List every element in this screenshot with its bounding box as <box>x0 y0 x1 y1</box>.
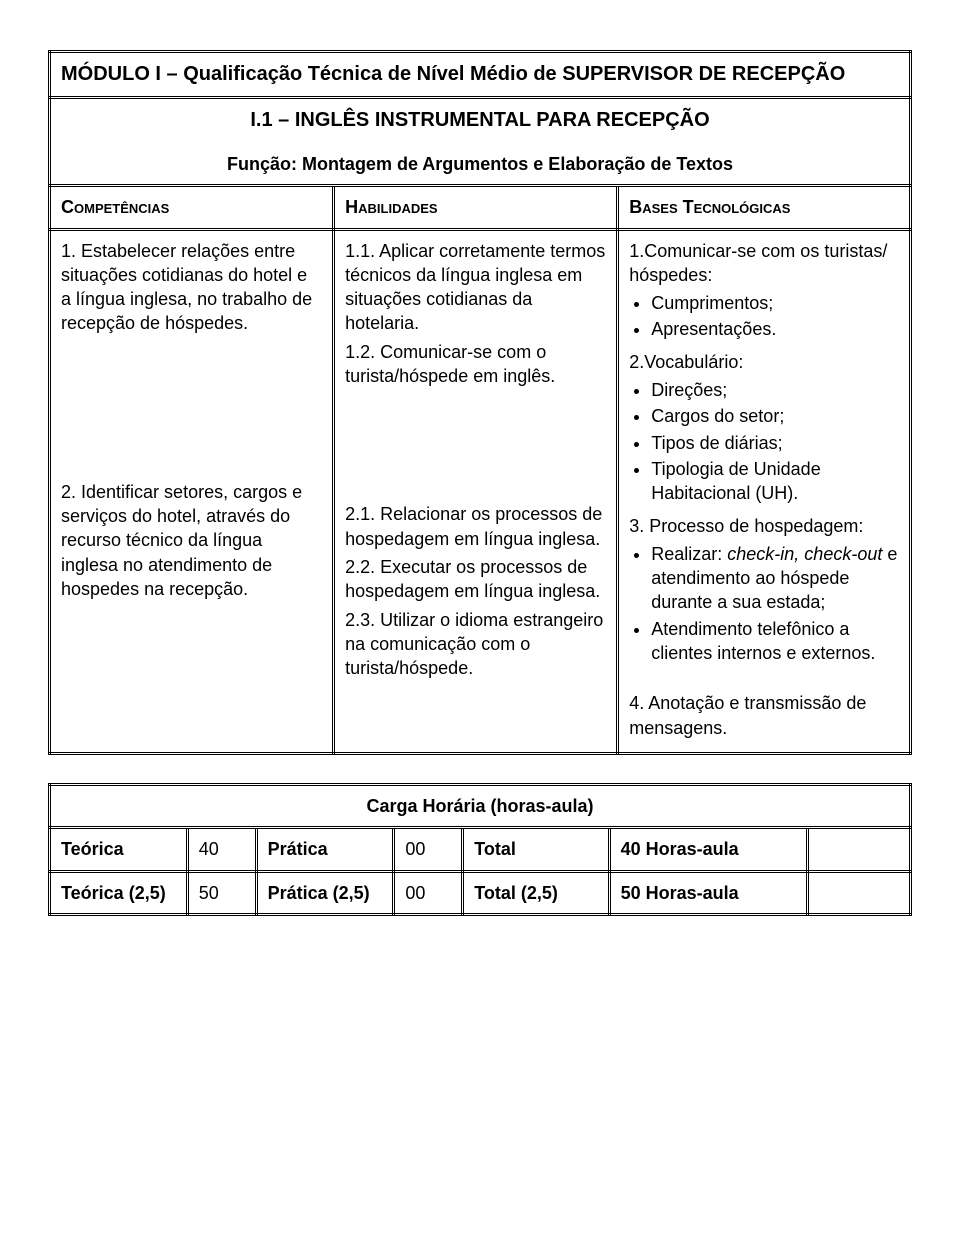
carga-r2-v2: 00 <box>394 871 463 914</box>
habilidades-cell: 1.1. Aplicar corretamente termos técnico… <box>334 229 618 753</box>
base-3-list: Realizar: check-in, check-out e atendime… <box>629 542 899 665</box>
base-3-item-1-pre: Realizar: <box>651 544 727 564</box>
hab-2-3: 2.3. Utilizar o idioma estrangeiro na co… <box>345 608 606 681</box>
module-title-cell: MÓDULO I – Qualificação Técnica de Nível… <box>50 52 911 98</box>
hab-1-2: 1.2. Comunicar-se com o turista/hóspede … <box>345 340 606 389</box>
section-title: I.1 – INGLÊS INSTRUMENTAL PARA RECEPÇÃO <box>61 107 899 134</box>
header-competencias: Competências <box>50 186 334 229</box>
base-3-item-1-italic: check-in, check-out <box>727 544 882 564</box>
module-table: MÓDULO I – Qualificação Técnica de Nível… <box>48 50 912 755</box>
base-3-item-1: Realizar: check-in, check-out e atendime… <box>651 542 899 615</box>
base-2-list: Direções; Cargos do setor; Tipos de diár… <box>629 378 899 505</box>
bases-cell: 1.Comunicar-se com os turistas/ hóspedes… <box>618 229 911 753</box>
competencias-cell: 1. Estabelecer relações entre situações … <box>50 229 334 753</box>
base-2-item: Tipos de diárias; <box>651 431 899 455</box>
carga-r2-blank <box>807 871 910 914</box>
carga-row-2: Teórica (2,5) 50 Prática (2,5) 00 Total … <box>50 871 911 914</box>
comp-1: 1. Estabelecer relações entre situações … <box>61 239 322 336</box>
carga-table: Carga Horária (horas-aula) Teórica 40 Pr… <box>48 783 912 916</box>
carga-r1-v1: 40 <box>187 828 256 871</box>
base-1-intro: 1.Comunicar-se com os turistas/ hóspedes… <box>629 239 899 288</box>
carga-r2-label3: Total (2,5) <box>463 871 609 914</box>
comp-2: 2. Identificar setores, cargos e serviço… <box>61 480 322 601</box>
carga-r1-v2: 00 <box>394 828 463 871</box>
function-line: Função: Montagem de Argumentos e Elabora… <box>61 152 899 176</box>
section-block: I.1 – INGLÊS INSTRUMENTAL PARA RECEPÇÃO … <box>50 98 911 186</box>
carga-r1-blank <box>807 828 910 871</box>
hab-1-1: 1.1. Aplicar corretamente termos técnico… <box>345 239 606 336</box>
base-2-intro: 2.Vocabulário: <box>629 350 899 374</box>
module-title-text: MÓDULO I – Qualificação Técnica de Nível… <box>61 63 845 85</box>
base-1-item: Apresentações. <box>651 317 899 341</box>
carga-r2-label1: Teórica (2,5) <box>50 871 188 914</box>
carga-r1-v3: 40 Horas-aula <box>609 828 807 871</box>
base-4: 4. Anotação e transmissão de mensagens. <box>629 691 899 740</box>
base-2-item: Tipologia de Unidade Habitacional (UH). <box>651 457 899 506</box>
hab-2-1: 2.1. Relacionar os processos de hospedag… <box>345 502 606 551</box>
carga-r1-label1: Teórica <box>50 828 188 871</box>
hab-2-2: 2.2. Executar os processos de hospedagem… <box>345 555 606 604</box>
base-2-item: Cargos do setor; <box>651 404 899 428</box>
carga-r1-label2: Prática <box>256 828 394 871</box>
base-2-item: Direções; <box>651 378 899 402</box>
carga-r2-label2: Prática (2,5) <box>256 871 394 914</box>
carga-r2-v3: 50 Horas-aula <box>609 871 807 914</box>
carga-title: Carga Horária (horas-aula) <box>50 784 911 827</box>
header-bases: Bases Tecnológicas <box>618 186 911 229</box>
base-1-item: Cumprimentos; <box>651 291 899 315</box>
carga-r1-label3: Total <box>463 828 609 871</box>
carga-r2-v1: 50 <box>187 871 256 914</box>
header-habilidades: Habilidades <box>334 186 618 229</box>
base-3-intro: 3. Processo de hospedagem: <box>629 514 899 538</box>
base-1-list: Cumprimentos; Apresentações. <box>629 291 899 342</box>
base-3-item-2: Atendimento telefônico a clientes intern… <box>651 617 899 666</box>
carga-row-1: Teórica 40 Prática 00 Total 40 Horas-aul… <box>50 828 911 871</box>
